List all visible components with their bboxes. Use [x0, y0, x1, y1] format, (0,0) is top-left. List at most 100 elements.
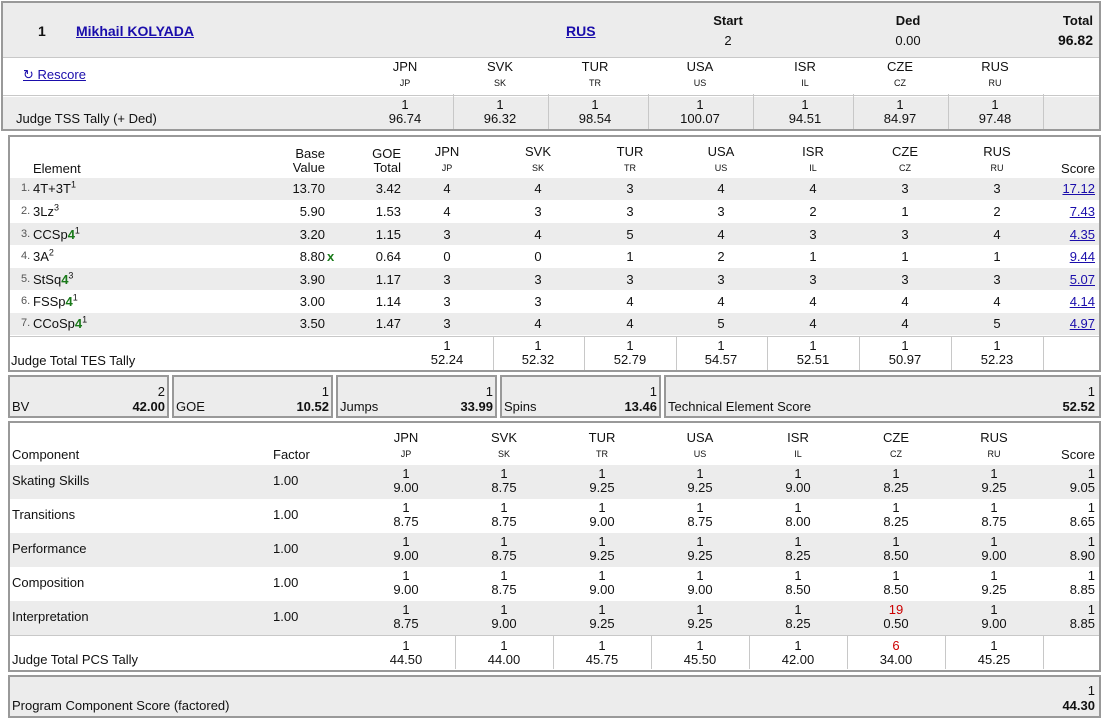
pcs-footer-box	[8, 675, 1101, 718]
judge-component-rank: 1	[500, 602, 508, 617]
tally-value: 44.00	[487, 652, 521, 667]
component-score-rank: 1	[1087, 466, 1095, 481]
col-pcs-score-header: Score	[1061, 447, 1095, 462]
element-score-link[interactable]: 4.14	[1069, 294, 1095, 309]
judge-component-rank: 1	[598, 466, 606, 481]
component-score: 8.85	[1069, 616, 1095, 631]
bv-rank: 2	[157, 384, 165, 399]
component-factor: 1.00	[273, 609, 299, 624]
tally-value: 52.51	[796, 352, 830, 367]
element-score-link[interactable]: 4.35	[1069, 227, 1095, 242]
judge-goe-mark: 4	[993, 227, 1001, 242]
judge-country-sub: JP	[441, 163, 453, 173]
judge-country-sub: SK	[497, 449, 510, 459]
column-divider	[1042, 336, 1044, 370]
jumps-value: 33.99	[460, 399, 493, 414]
judge-goe-mark: 3	[534, 204, 542, 219]
tally-value: 52.79	[613, 352, 647, 367]
judge-component-mark: 9.25	[981, 480, 1007, 495]
element-code: FSSp	[33, 294, 66, 309]
judge-code: USA	[686, 59, 714, 74]
judge-component-rank: 1	[696, 500, 704, 515]
spins-value: 13.46	[624, 399, 657, 414]
judge-goe-mark: 3	[443, 316, 451, 331]
judge-component-mark: 8.25	[785, 548, 811, 563]
element-code: CCSp	[33, 227, 68, 242]
judge-goe-mark: 3	[443, 272, 451, 287]
element-code: 4T+3T	[33, 181, 71, 196]
goe-value: 10.52	[296, 399, 329, 414]
judge-goe-mark: 4	[626, 316, 634, 331]
judge-component-rank: 1	[598, 534, 606, 549]
judge-component-rank: 1	[402, 568, 410, 583]
pcs-rank: 1	[1087, 683, 1095, 698]
tally-rank: 1	[717, 338, 725, 353]
component-name: Interpretation	[12, 609, 89, 624]
judge-goe-mark: 4	[901, 316, 909, 331]
tally-value: 54.57	[704, 352, 738, 367]
judge-component-rank: 1	[598, 568, 606, 583]
element-score-link[interactable]: 17.12	[1062, 181, 1095, 196]
judge-component-mark: 8.75	[491, 514, 517, 529]
judge-goe-mark: 5	[717, 316, 725, 331]
element-score-link[interactable]: 7.43	[1069, 204, 1095, 219]
judge-goe-mark: 4	[901, 294, 909, 309]
judge-country-sub: SK	[531, 163, 544, 173]
tss-tally-label: Judge TSS Tally (+ Ded)	[16, 111, 157, 126]
component-score-rank: 1	[1087, 534, 1095, 549]
component-name: Skating Skills	[12, 473, 90, 488]
judge-goe-mark: 4	[809, 181, 817, 196]
judge-component-mark: 8.25	[883, 480, 909, 495]
judge-component-rank: 1	[500, 534, 508, 549]
element-review-mark: 1	[72, 292, 78, 303]
element-base-value: 5.90	[299, 204, 325, 219]
column-divider	[1042, 94, 1044, 129]
element-code: 3A	[33, 249, 49, 264]
element-score-link[interactable]: 4.97	[1069, 316, 1095, 331]
element-score-link[interactable]: 9.44	[1069, 249, 1095, 264]
skater-nation-link[interactable]: RUS	[566, 23, 596, 39]
judge-country-sub: SK	[493, 78, 506, 88]
judge-country-sub: CZ	[890, 449, 902, 459]
judge-component-rank: 1	[892, 568, 900, 583]
judge-component-mark: 9.00	[393, 582, 419, 597]
judge-goe-mark: 3	[717, 204, 725, 219]
judge-country-sub: TR	[596, 449, 608, 459]
element-level: 4	[74, 316, 83, 331]
judge-code: TUR	[581, 59, 609, 74]
judge-country-sub: IL	[794, 449, 802, 459]
element-name: CCoSp41	[33, 315, 87, 331]
tally-value: 45.50	[683, 652, 717, 667]
col-base-header-2: Value	[292, 160, 325, 175]
rescore-link[interactable]: ↻ Rescore	[23, 67, 86, 82]
judge-goe-mark: 4	[443, 181, 451, 196]
spins-label: Spins	[504, 399, 537, 414]
judge-component-mark: 9.25	[687, 548, 713, 563]
element-code: StSq	[33, 272, 62, 287]
element-number: 1.	[21, 182, 31, 194]
element-base-value: 3.50	[299, 316, 325, 331]
judge-goe-mark: 1	[993, 249, 1001, 264]
judge-component-mark: 8.75	[491, 582, 517, 597]
skater-name-link[interactable]: Mikhail KOLYADA	[76, 23, 194, 39]
element-score-link[interactable]: 5.07	[1069, 272, 1095, 287]
judge-code: TUR	[588, 430, 616, 445]
tally-value: 96.32	[483, 111, 517, 126]
tes-box	[664, 375, 1101, 418]
column-divider	[1043, 635, 1044, 669]
element-goe-total: 3.42	[375, 181, 401, 196]
judge-component-mark: 8.75	[393, 616, 419, 631]
judge-component-mark: 9.25	[981, 582, 1007, 597]
judge-component-rank: 1	[696, 568, 704, 583]
element-name: 4T+3T1	[33, 180, 76, 196]
spins-rank: 1	[649, 384, 657, 399]
judge-code: SVK	[524, 144, 551, 159]
judge-country-sub: US	[714, 163, 728, 173]
tally-rank: 1	[809, 338, 817, 353]
judge-component-mark: 9.00	[687, 582, 713, 597]
judge-goe-mark: 3	[901, 227, 909, 242]
judge-component-mark: 8.25	[883, 514, 909, 529]
judge-code: ISR	[787, 430, 809, 445]
tally-rank: 1	[990, 638, 998, 653]
col-score-header: Score	[1061, 161, 1095, 176]
